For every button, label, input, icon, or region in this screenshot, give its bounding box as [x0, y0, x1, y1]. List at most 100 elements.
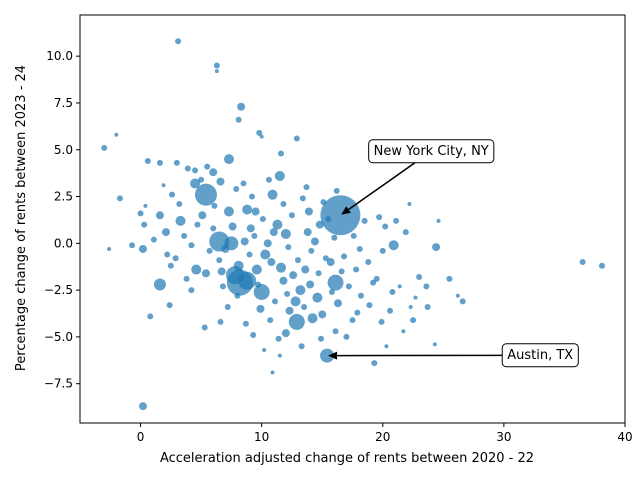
data-point: [350, 232, 357, 239]
data-point: [276, 262, 287, 273]
data-point: [213, 62, 220, 69]
data-point: [325, 216, 332, 222]
data-point: [150, 236, 157, 243]
y-axis-label: Percentage change of rents between 2023 …: [14, 65, 29, 371]
data-point: [289, 271, 298, 280]
data-point: [251, 264, 262, 275]
data-point: [354, 309, 361, 316]
data-point: [201, 269, 210, 278]
data-point: [260, 249, 271, 260]
y-tick-label: −7.5: [44, 377, 73, 391]
data-point: [288, 212, 295, 219]
data-point: [188, 287, 195, 294]
data-point: [598, 262, 605, 269]
data-point: [246, 224, 255, 233]
data-point: [169, 191, 176, 198]
annotation-label: New York City, NY: [374, 144, 489, 159]
x-tick-label: 0: [137, 430, 145, 444]
data-point: [277, 353, 282, 358]
data-point: [382, 223, 389, 230]
data-point: [256, 304, 265, 313]
data-point: [298, 343, 305, 350]
data-point: [166, 302, 173, 309]
data-point: [204, 163, 211, 170]
data-point: [320, 199, 327, 206]
data-point: [235, 116, 242, 123]
data-point: [129, 242, 136, 249]
data-point: [217, 267, 226, 276]
data-point: [190, 178, 201, 189]
data-point: [269, 228, 278, 237]
data-point: [379, 247, 386, 254]
data-point: [233, 260, 244, 271]
data-point: [303, 228, 312, 237]
data-point: [223, 206, 234, 217]
data-point: [272, 219, 283, 230]
data-point: [228, 222, 237, 231]
data-point: [173, 159, 180, 166]
data-point: [410, 317, 417, 324]
data-point: [338, 268, 345, 275]
data-point: [271, 298, 278, 305]
annotation-arrow-line: [348, 162, 416, 211]
data-point: [295, 285, 306, 296]
x-tick-label: 20: [375, 430, 390, 444]
data-point: [265, 176, 272, 183]
data-point: [164, 251, 171, 258]
annotation-arrow-head: [341, 206, 351, 215]
data-point: [188, 242, 195, 249]
data-point: [432, 342, 437, 347]
data-point: [361, 217, 368, 224]
data-point: [238, 271, 257, 290]
data-point: [423, 283, 430, 290]
data-point: [201, 324, 208, 331]
data-point: [318, 310, 327, 319]
data-point: [153, 278, 166, 291]
data-point: [446, 275, 453, 282]
x-axis-label: Acceleration adjusted change of rents be…: [160, 451, 534, 466]
data-point: [304, 207, 313, 216]
data-point: [275, 335, 282, 342]
x-axis-ticks: 0 10 20 30 40: [137, 423, 633, 444]
annotation-box: [501, 343, 579, 368]
data-point: [327, 274, 344, 291]
data-point: [341, 253, 348, 260]
data-point: [328, 288, 335, 295]
data-point: [175, 38, 182, 45]
x-tick-label: 30: [496, 430, 511, 444]
y-tick-label: 10.0: [46, 49, 73, 63]
data-point: [371, 360, 378, 367]
data-point: [267, 317, 274, 324]
data-point: [332, 328, 339, 335]
data-point: [388, 240, 399, 251]
data-point: [240, 237, 249, 246]
data-point: [306, 280, 315, 289]
data-point: [366, 302, 373, 309]
data-point: [393, 217, 400, 224]
data-point: [194, 221, 201, 228]
data-point: [234, 292, 241, 299]
y-tick-label: 7.5: [54, 96, 73, 110]
data-point: [413, 295, 418, 300]
data-point: [285, 306, 294, 315]
data-point: [455, 293, 460, 298]
data-point: [137, 210, 144, 217]
data-point: [308, 247, 315, 254]
annotation-label: Austin, TX: [507, 348, 573, 363]
data-point: [216, 257, 223, 264]
data-point: [161, 228, 170, 237]
data-point: [175, 215, 186, 226]
data-point: [274, 170, 285, 181]
data-point: [270, 370, 275, 375]
data-point: [198, 176, 205, 183]
data-point: [242, 204, 253, 215]
data-point: [255, 281, 262, 288]
data-point: [416, 274, 423, 281]
data-point: [214, 69, 219, 74]
data-point: [345, 283, 352, 290]
y-tick-label: 2.5: [54, 190, 73, 204]
data-point: [295, 257, 301, 264]
data-point: [221, 244, 230, 253]
data-point: [246, 251, 253, 258]
data-point: [285, 244, 292, 251]
